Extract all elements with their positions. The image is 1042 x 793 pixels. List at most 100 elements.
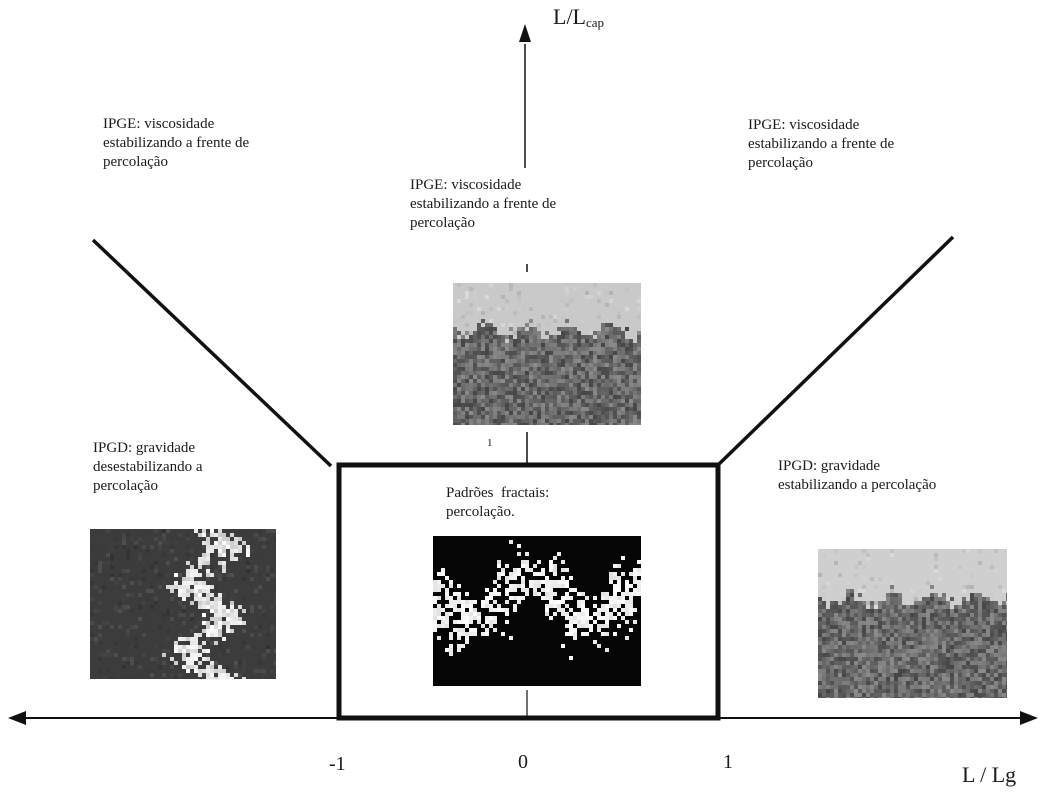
- texture-cell: [214, 641, 218, 645]
- texture-cell: [958, 673, 962, 677]
- texture-cell: [190, 657, 194, 661]
- texture-cell: [637, 423, 641, 425]
- texture-cell: [918, 673, 922, 677]
- texture-cell: [174, 581, 178, 585]
- texture-cell: [485, 295, 489, 299]
- texture-cell: [170, 617, 174, 621]
- texture-cell: [453, 592, 457, 596]
- texture-cell: [465, 355, 469, 359]
- texture-cell: [942, 689, 946, 693]
- texture-cell: [222, 529, 226, 533]
- texture-cell: [509, 572, 513, 576]
- texture-cell: [970, 621, 974, 625]
- texture-cell: [874, 633, 878, 637]
- texture-cell: [581, 351, 585, 355]
- texture-cell: [262, 653, 266, 657]
- texture-cell: [505, 395, 509, 399]
- texture-cell: [174, 677, 178, 679]
- texture-cell: [545, 323, 549, 327]
- texture-cell: [533, 391, 537, 395]
- texture-cell: [497, 383, 501, 387]
- texture-cell: [890, 621, 894, 625]
- texture-cell: [509, 596, 513, 600]
- texture-cell: [525, 403, 529, 407]
- texture-cell: [274, 601, 276, 605]
- texture-cell: [846, 685, 850, 689]
- texture-cell: [601, 407, 605, 411]
- texture-cell: [902, 637, 906, 641]
- texture-cell: [998, 649, 1002, 653]
- texture-cell: [581, 399, 585, 403]
- texture-cell: [529, 395, 533, 399]
- texture-cell: [854, 633, 858, 637]
- texture-cell: [994, 625, 998, 629]
- texture-cell: [553, 371, 557, 375]
- texture-cell: [834, 693, 838, 697]
- texture-cell: [266, 641, 270, 645]
- texture-cell: [493, 592, 497, 596]
- texture-cell: [974, 629, 978, 633]
- texture-cell: [866, 693, 870, 697]
- texture-cell: [457, 600, 461, 604]
- texture-cell: [906, 669, 910, 673]
- texture-cell: [850, 665, 854, 669]
- label-line: percolação: [93, 478, 158, 494]
- texture-cell: [585, 359, 589, 363]
- texture-cell: [625, 403, 629, 407]
- texture-cell: [990, 605, 994, 609]
- texture-cell: [158, 585, 162, 589]
- texture-cell: [497, 564, 501, 568]
- texture-cell: [453, 395, 457, 399]
- texture-cell: [946, 669, 950, 673]
- texture-cell: [198, 669, 202, 673]
- texture-cell: [986, 693, 990, 697]
- texture-cell: [966, 549, 970, 553]
- texture-cell: [533, 419, 537, 423]
- texture-cell: [505, 363, 509, 367]
- texture-cell: [533, 407, 537, 411]
- texture-cell: [493, 411, 497, 415]
- texture-cell: [194, 633, 198, 637]
- texture-cell: [870, 617, 874, 621]
- texture-cell: [605, 283, 609, 287]
- texture-cell: [569, 624, 573, 628]
- texture-cell: [878, 625, 882, 629]
- texture-cell: [858, 645, 862, 649]
- texture-cell: [521, 339, 525, 343]
- texture-cell: [194, 573, 198, 577]
- texture-cell: [98, 637, 102, 641]
- texture-cell: [485, 327, 489, 331]
- texture-cell: [858, 673, 862, 677]
- texture-cell: [605, 596, 609, 600]
- texture-cell: [198, 653, 202, 657]
- texture-cell: [830, 685, 834, 689]
- texture-cell: [445, 616, 449, 620]
- texture-cell: [938, 689, 942, 693]
- texture-cell: [561, 351, 565, 355]
- texture-cell: [501, 411, 505, 415]
- texture-cell: [461, 383, 465, 387]
- texture-cell: [178, 533, 182, 537]
- texture-cell: [481, 419, 485, 423]
- texture-cell: [601, 375, 605, 379]
- texture-cell: [902, 661, 906, 665]
- texture-cell: [998, 629, 1002, 633]
- texture-cell: [489, 387, 493, 391]
- texture-cell: [998, 665, 1002, 669]
- texture-cell: [597, 399, 601, 403]
- texture-cell: [146, 589, 150, 593]
- texture-cell: [577, 415, 581, 419]
- texture-cell: [605, 648, 609, 652]
- texture-cell: [497, 367, 501, 371]
- texture-cell: [569, 379, 573, 383]
- texture-cell: [509, 423, 513, 425]
- texture-cell: [529, 359, 533, 363]
- texture-cell: [990, 645, 994, 649]
- texture-cell: [978, 645, 982, 649]
- texture-cell: [529, 335, 533, 339]
- texture-cell: [469, 387, 473, 391]
- texture-cell: [565, 383, 569, 387]
- texture-cell: [501, 363, 505, 367]
- texture-cell: [597, 379, 601, 383]
- texture-cell: [585, 367, 589, 371]
